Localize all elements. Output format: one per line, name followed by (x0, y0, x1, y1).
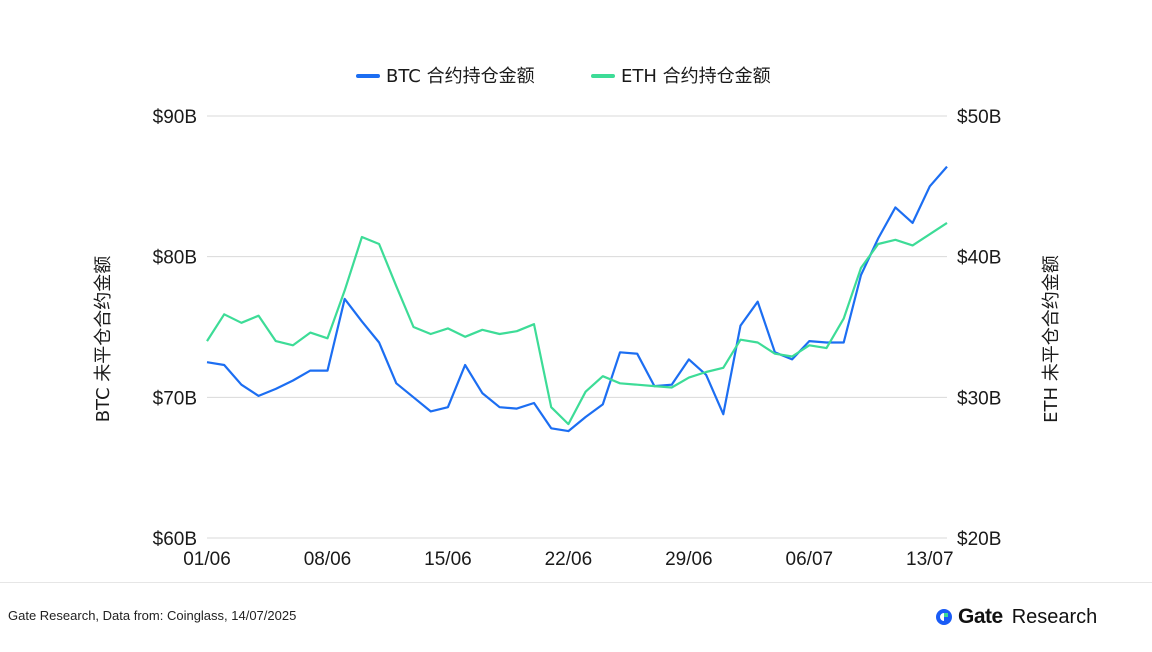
left-tick-label: $70B (153, 388, 197, 409)
brand-name: Gate (958, 605, 1003, 628)
x-tick-label: 08/06 (304, 549, 352, 570)
gate-logo-icon (936, 609, 952, 625)
left-tick-label: $90B (153, 107, 197, 128)
left-tick-label: $80B (153, 248, 197, 269)
legend-label-btc: BTC 合约持仓金额 (386, 66, 535, 87)
legend: BTC 合约持仓金额 ETH 合约持仓金额 (356, 66, 771, 87)
right-tick-label: $40B (957, 248, 1001, 269)
right-axis-label: ETH 未平仓合约金额 (1041, 255, 1062, 423)
x-tick-label: 13/07 (906, 549, 954, 570)
x-tick-label: 15/06 (424, 549, 472, 570)
x-tick-label: 22/06 (545, 549, 593, 570)
x-tick-label: 06/07 (786, 549, 834, 570)
left-axis-label: BTC 未平仓合约金额 (93, 256, 114, 423)
chart: $60B$70B$80B$90B $20B$30B$40B$50B 01/06 0… (93, 66, 1062, 570)
series-line-eth (206, 221, 948, 426)
series-lines (206, 165, 948, 433)
x-axis-ticks: 01/06 08/06 15/06 22/06 29/06 06/07 13/07 (183, 549, 953, 570)
source-note: Gate Research, Data from: Coinglass, 14/… (8, 608, 297, 623)
left-axis-ticks: $60B $70B $80B $90B (153, 107, 197, 550)
left-tick-label: $60B (153, 529, 197, 550)
right-axis-ticks: $20B $30B $40B $50B (957, 107, 1001, 550)
grid-lines (207, 115, 947, 539)
brand-logo: Gate Research (934, 603, 1097, 631)
x-tick-label: 29/06 (665, 549, 713, 570)
series-line-btc (206, 165, 948, 433)
legend-label-eth: ETH 合约持仓金额 (621, 66, 771, 87)
right-tick-label: $30B (957, 388, 1001, 409)
right-tick-label: $50B (957, 107, 1001, 128)
x-tick-label: 01/06 (183, 549, 231, 570)
right-tick-label: $20B (957, 529, 1001, 550)
brand-suffix: Research (1011, 605, 1098, 628)
footer-divider (0, 582, 1152, 583)
